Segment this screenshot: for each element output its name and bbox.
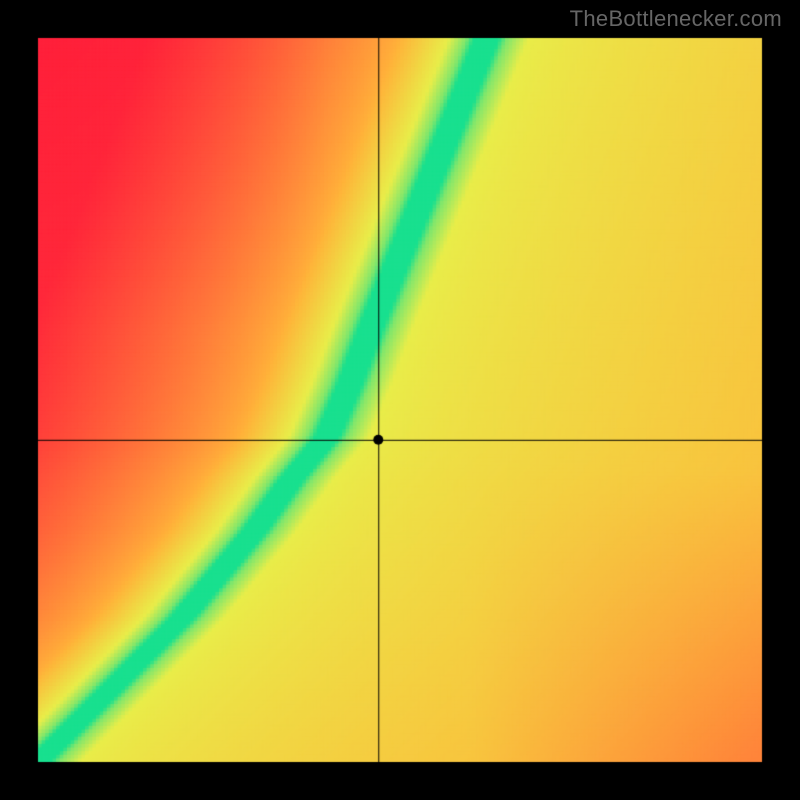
chart-container: TheBottlenecker.com — [0, 0, 800, 800]
heatmap-canvas — [0, 0, 800, 800]
watermark-text: TheBottlenecker.com — [570, 6, 782, 32]
